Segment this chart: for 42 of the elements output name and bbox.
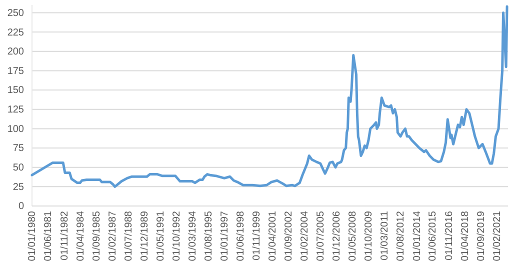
x-tick-label: 01/04/2001	[268, 210, 279, 262]
x-tick-label: 01/07/2005	[316, 210, 327, 262]
x-tick-label: 01/06/2015	[428, 210, 439, 262]
y-tick-label: 225	[7, 27, 24, 38]
x-tick-label: 01/01/1997	[219, 210, 230, 262]
y-tick-label: 200	[7, 46, 24, 58]
line-series	[30, 5, 508, 188]
x-tick-label: 01/07/1988	[123, 210, 134, 262]
x-tick-label: 01/11/1982	[59, 210, 70, 260]
y-tick-label: 75	[12, 143, 24, 154]
x-tick-label: 01/04/2018	[460, 210, 471, 262]
x-tick-label: 01/11/2016	[444, 210, 455, 260]
y-tick-label: 250	[7, 8, 24, 19]
x-tick-label: 01/02/1987	[107, 210, 118, 262]
x-tick-label: 01/03/2011	[380, 210, 391, 260]
x-tick-label: 01/06/1998	[235, 210, 246, 262]
x-tick-label: 01/09/1985	[91, 210, 102, 262]
x-tick-label: 01/01/1980	[27, 210, 38, 262]
y-tick-label: 100	[7, 124, 24, 135]
x-tick-label: 01/08/2012	[396, 210, 407, 262]
y-tick-label: 175	[7, 66, 24, 77]
x-tick-label: 01/09/2002	[284, 210, 295, 262]
x-tick-label: 01/10/2009	[364, 210, 375, 262]
y-tick-label: 0	[18, 201, 24, 212]
y-tick-label: 25	[12, 182, 24, 193]
x-tick-label: 01/04/1984	[75, 210, 86, 262]
x-tick-label: 01/10/1992	[171, 210, 182, 262]
x-tick-label: 01/05/1991	[155, 210, 166, 262]
y-tick-label: 50	[12, 162, 24, 174]
x-tick-label: 01/02/2004	[300, 210, 311, 262]
x-tick-label: 01/06/1981	[43, 210, 54, 262]
x-tick-label: 01/02/2021	[492, 210, 503, 262]
y-tick-label: 150	[7, 85, 24, 96]
x-tick-label: 01/11/1999	[252, 210, 263, 260]
x-tick-label: 01/09/2019	[476, 210, 487, 262]
x-tick-label: 01/12/1989	[139, 210, 150, 262]
x-tick-label: 01/08/1995	[203, 210, 214, 262]
x-tick-label: 01/03/1994	[187, 210, 198, 262]
x-tick-label: 01/01/2014	[412, 210, 423, 262]
y-tick-label: 125	[7, 104, 24, 116]
x-tick-label: 01/12/2006	[332, 210, 343, 262]
x-tick-label: 01/05/2008	[348, 210, 359, 262]
